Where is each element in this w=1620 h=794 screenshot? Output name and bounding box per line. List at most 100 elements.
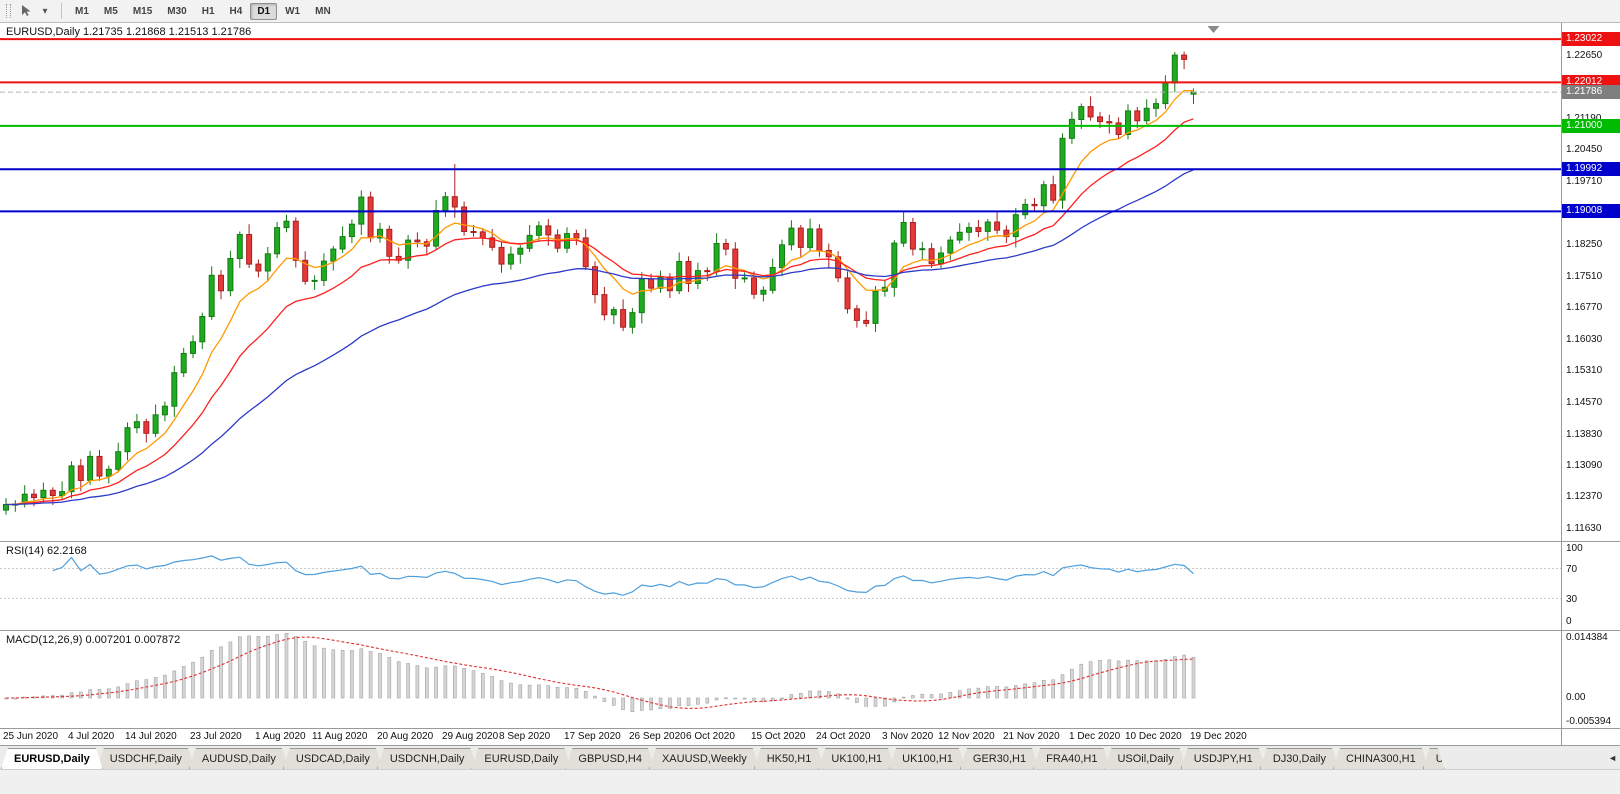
chart-tab[interactable]: U (1423, 748, 1445, 769)
macd-histogram-bar (911, 695, 915, 699)
chart-tab[interactable]: USDJPY,H1 (1181, 748, 1266, 769)
candle-body (77, 465, 84, 481)
timeframe-button-h4[interactable]: H4 (229, 5, 243, 17)
timeframe-button-m30[interactable]: M30 (167, 5, 187, 17)
chart-tab[interactable]: USDCNH,Daily (377, 748, 478, 769)
candle-body (919, 248, 926, 251)
chart-tab[interactable]: GBPUSD,H4 (565, 748, 655, 769)
macd-histogram-bar (163, 674, 167, 699)
date-label: 25 Jun 2020 (3, 731, 59, 742)
timeframe-button-m15[interactable]: M15 (132, 5, 153, 17)
date-label: 17 Sep 2020 (564, 731, 621, 742)
candle-body (928, 248, 935, 265)
chart-tab[interactable]: UK100,H1 (818, 748, 895, 769)
main-chart-panel[interactable]: EURUSD,Daily 1.21735 1.21868 1.21513 1.2… (0, 23, 1620, 542)
macd-histogram-bar (1051, 679, 1055, 699)
macd-histogram-bar (1088, 661, 1093, 699)
candle-body (31, 493, 37, 499)
price-tick-label: 1.22650 (1566, 50, 1603, 62)
chart-tab[interactable]: XAUUSD,Weekly (649, 748, 760, 769)
macd-histogram-bar (1070, 668, 1074, 699)
candle-body (1106, 121, 1113, 124)
macd-axis[interactable]: 0.014384 0.00 -0.005394 (1561, 631, 1620, 728)
candle-body (535, 225, 542, 236)
candle-body (470, 231, 477, 233)
macd-histogram-bar (537, 684, 541, 699)
candle-body (236, 234, 243, 259)
candle-body (975, 227, 982, 233)
chart-tab[interactable]: EURUSD,Daily (471, 748, 571, 769)
macd-histogram-bar (1144, 660, 1149, 699)
chart-tab[interactable]: FRA40,H1 (1033, 748, 1110, 769)
macd-histogram-bar (939, 693, 943, 699)
price-chart-canvas[interactable] (0, 23, 1561, 542)
macd-histogram-bar (555, 686, 560, 699)
macd-canvas[interactable] (0, 631, 1561, 729)
macd-panel[interactable]: MACD(12,26,9) 0.007201 0.007872 0.014384… (0, 631, 1620, 729)
timeframe-button-d1[interactable]: D1 (250, 2, 278, 20)
chart-tab[interactable]: DJ30,Daily (1260, 748, 1339, 769)
date-label: 10 Dec 2020 (1125, 731, 1182, 742)
axis-corner (1561, 729, 1620, 745)
candle-body (694, 270, 701, 285)
rsi-scale-label: 100 (1566, 543, 1583, 554)
chart-tab[interactable]: USDCAD,Daily (283, 748, 383, 769)
chart-tab[interactable]: GER30,H1 (960, 748, 1039, 769)
macd-histogram-bar (415, 665, 420, 699)
date-label: 20 Aug 2020 (377, 731, 434, 742)
candle-body (180, 352, 187, 374)
macd-histogram-bar (238, 636, 242, 699)
macd-histogram-bar (845, 697, 850, 700)
candle-body (648, 278, 655, 289)
cursor-tool-icon[interactable] (17, 3, 35, 19)
chart-tab[interactable]: USDCHF,Daily (97, 748, 195, 769)
chart-tab[interactable]: HK50,H1 (754, 748, 825, 769)
chart-tab[interactable]: AUDUSD,Daily (189, 748, 289, 769)
timeframe-button-w1[interactable]: W1 (285, 5, 301, 17)
rsi-scale-label: 0 (1566, 616, 1572, 627)
candle-body (302, 259, 309, 282)
chart-tab[interactable]: UK100,H1 (889, 748, 966, 769)
macd-histogram-bar (668, 697, 672, 709)
macd-histogram-bar (312, 645, 317, 699)
macd-histogram-bar (1098, 659, 1102, 699)
time-axis[interactable]: 25 Jun 2020 4 Jul 2020 14 Jul 2020 23 Jul 2… (0, 729, 1620, 746)
rsi-axis[interactable]: 100 70 30 0 (1561, 542, 1620, 630)
dropdown-caret-icon[interactable]: ▾ (42, 5, 48, 17)
date-label: 24 Oct 2020 (816, 731, 871, 742)
candle-body (844, 277, 851, 310)
candle-body (1134, 110, 1141, 122)
macd-histogram-bar (752, 697, 756, 702)
toolbar-grip[interactable] (6, 4, 11, 18)
candle-body (414, 239, 421, 243)
macd-histogram-bar (1004, 686, 1009, 699)
timeframe-button-m5[interactable]: M5 (103, 5, 118, 17)
macd-histogram-bar (724, 697, 728, 700)
chart-tab[interactable]: EURUSD,Daily (1, 748, 103, 769)
price-axis[interactable]: 1.22650 1.21190 1.20450 1.19710 1.18250 1.175… (1561, 23, 1620, 541)
line-price-box: 1.21000 (1562, 118, 1620, 133)
chart-tab[interactable]: CHINA300,H1 (1333, 748, 1429, 769)
candle-body (124, 427, 131, 453)
tab-scroll-left-icon[interactable]: ◄ (1608, 753, 1617, 763)
chart-tab[interactable]: USOil,Daily (1104, 748, 1186, 769)
candle-body (620, 309, 627, 328)
price-tick-label: 1.12370 (1566, 491, 1603, 503)
ma-slow-line (6, 169, 1194, 506)
candle-body (171, 372, 178, 407)
candle-body (507, 253, 514, 265)
macd-histogram-bar (88, 689, 92, 699)
macd-histogram-bar (1116, 660, 1121, 699)
rsi-panel[interactable]: RSI(14) 62.2168 100 70 30 0 (0, 542, 1620, 631)
timeframe-button-m1[interactable]: M1 (75, 5, 89, 17)
rsi-canvas[interactable] (0, 542, 1561, 631)
macd-histogram-bar (181, 666, 186, 699)
candle-body (3, 504, 9, 511)
timeframe-button-mn[interactable]: MN (315, 5, 331, 17)
macd-histogram-bar (1060, 674, 1065, 699)
candle-body (1181, 54, 1188, 60)
macd-histogram-bar (929, 694, 934, 699)
candle-body (1031, 203, 1038, 207)
price-tick-label: 1.21190 (1566, 113, 1601, 124)
timeframe-button-h1[interactable]: H1 (201, 5, 215, 17)
